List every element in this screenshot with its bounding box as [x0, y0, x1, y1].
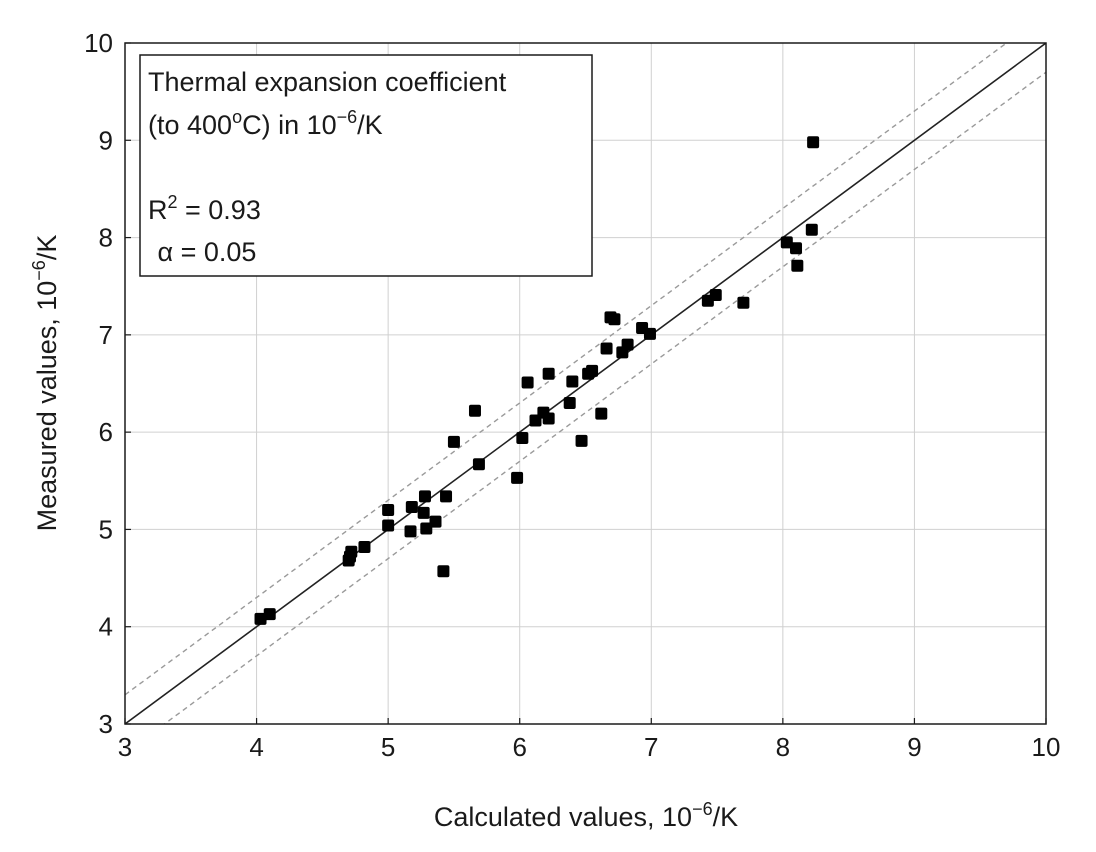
confidence-line-upper — [125, 43, 1008, 696]
data-point — [405, 501, 418, 514]
data-point — [621, 338, 634, 351]
x-axis-label: Calculated values, 10−6/K — [434, 799, 738, 832]
data-point — [521, 376, 534, 389]
data-point — [420, 522, 433, 535]
data-point — [575, 434, 588, 447]
annotation-alpha: α = 0.05 — [150, 237, 256, 267]
data-point — [382, 519, 395, 532]
data-point — [586, 364, 599, 377]
data-point — [254, 612, 267, 625]
y-tick-label: 5 — [99, 514, 113, 544]
data-point — [440, 490, 453, 503]
x-tick-label: 8 — [776, 732, 790, 762]
y-tick-label: 10 — [84, 28, 113, 58]
x-tick-label: 10 — [1032, 732, 1061, 762]
x-axis-ticks: 3 4 5 6 7 8 9 10 — [118, 718, 1061, 762]
x-tick-label: 7 — [644, 732, 658, 762]
annotation-title: Thermal expansion coefficient — [148, 67, 507, 97]
data-point — [780, 236, 793, 249]
data-point — [600, 342, 613, 355]
y-tick-label: 8 — [99, 223, 113, 253]
x-tick-label: 3 — [118, 732, 132, 762]
data-point — [472, 458, 485, 471]
data-point — [358, 540, 371, 553]
data-point — [563, 396, 576, 409]
y-tick-label: 9 — [99, 125, 113, 155]
data-point — [709, 288, 722, 301]
x-tick-label: 4 — [249, 732, 263, 762]
y-axis-ticks: 3 4 5 6 7 8 9 10 — [84, 28, 131, 739]
data-point — [516, 431, 529, 444]
data-point — [791, 259, 804, 272]
data-point — [263, 608, 276, 621]
data-point — [447, 435, 460, 448]
data-point — [737, 296, 750, 309]
fit-line — [125, 43, 1046, 724]
x-tick-label: 9 — [907, 732, 921, 762]
data-point — [807, 136, 820, 149]
y-tick-label: 4 — [99, 612, 113, 642]
data-point — [643, 327, 656, 340]
data-point — [418, 490, 431, 503]
confidence-line-lower — [163, 71, 1046, 724]
annotation-range: (to 400oC) in 10−6/K — [148, 107, 383, 140]
y-axis-label: Measured values, 10−6/K — [29, 235, 62, 532]
confidence-band — [125, 43, 1046, 724]
data-point — [790, 242, 803, 255]
data-point — [608, 313, 621, 326]
y-tick-label: 3 — [99, 709, 113, 739]
data-point — [382, 503, 395, 516]
data-points — [254, 136, 820, 625]
data-point — [595, 407, 608, 420]
data-point — [437, 565, 450, 578]
plot-frame — [124, 42, 1047, 725]
annotation-r-squared: R2 = 0.93 — [148, 192, 261, 225]
regression-line — [125, 43, 1046, 724]
x-tick-label: 6 — [512, 732, 526, 762]
data-point — [542, 412, 555, 425]
data-point — [404, 525, 417, 538]
annotation-box: Thermal expansion coefficient (to 400oC)… — [139, 54, 593, 277]
data-point — [566, 375, 579, 388]
data-point — [429, 515, 442, 528]
data-point — [417, 506, 430, 519]
y-tick-label: 7 — [99, 320, 113, 350]
data-point — [805, 223, 818, 236]
data-point — [345, 545, 358, 558]
y-tick-label: 6 — [99, 417, 113, 447]
data-point — [468, 404, 481, 417]
data-point — [511, 471, 524, 484]
data-point — [542, 367, 555, 380]
x-tick-label: 5 — [381, 732, 395, 762]
